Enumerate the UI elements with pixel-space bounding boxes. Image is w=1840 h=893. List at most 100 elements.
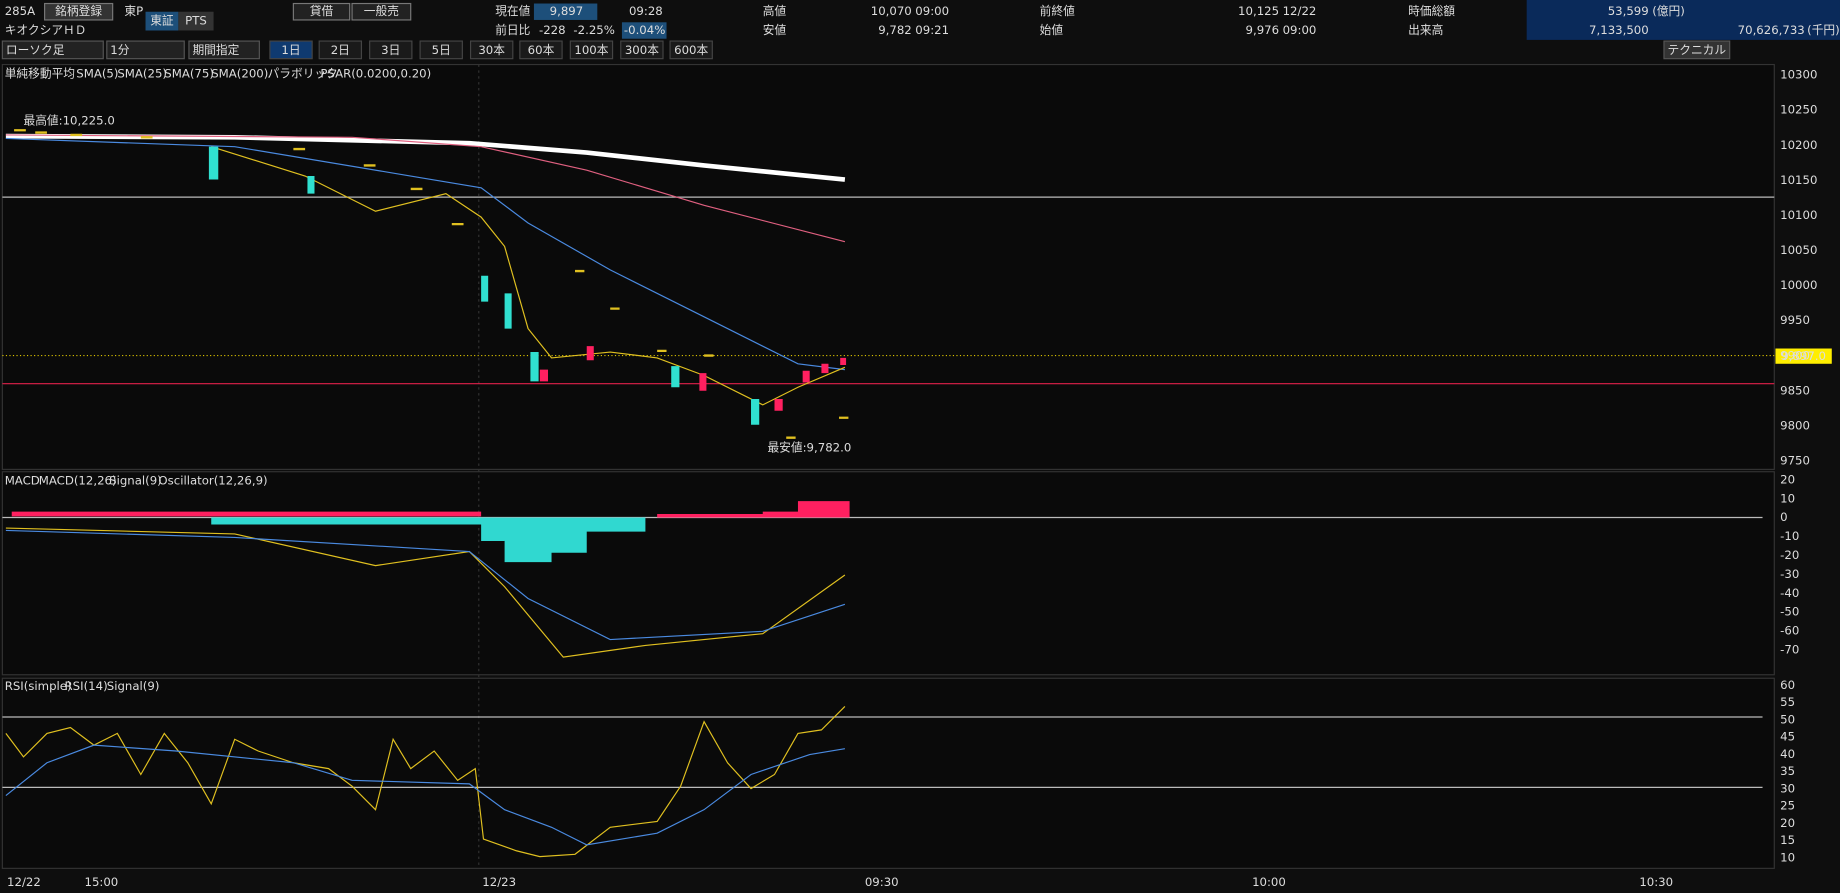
axis-label: -20 bbox=[1780, 548, 1799, 562]
short-btn[interactable] bbox=[351, 2, 412, 21]
axis-label: 50 bbox=[1780, 712, 1795, 726]
label: (千円) bbox=[1807, 23, 1840, 37]
legend-item: SMA(75) bbox=[164, 66, 214, 80]
interval-select[interactable] bbox=[106, 40, 185, 60]
label: 09:00 bbox=[1283, 23, 1317, 37]
legend-item: Signal(9) bbox=[107, 679, 160, 693]
range-btn[interactable] bbox=[519, 40, 563, 60]
label: 09:21 bbox=[915, 23, 949, 37]
label: 9,897 bbox=[550, 4, 584, 18]
range-btn[interactable] bbox=[419, 40, 463, 60]
legend-item: 単純移動平均 bbox=[5, 66, 75, 80]
time-label: 10:30 bbox=[1639, 875, 1673, 889]
legend-item: RSI(14) bbox=[65, 679, 108, 693]
range-btn[interactable] bbox=[269, 40, 313, 60]
time-label: 15:00 bbox=[84, 875, 118, 889]
axis-label: -40 bbox=[1780, 586, 1799, 600]
label: 最高値:10,225.0 bbox=[23, 113, 114, 127]
axis-label: -10 bbox=[1780, 529, 1799, 543]
label: テクニカル bbox=[1668, 43, 1727, 57]
axis-label: 10250 bbox=[1780, 103, 1817, 117]
label: 09:00 bbox=[915, 4, 949, 18]
label: 貸借 bbox=[310, 4, 334, 18]
legend-item: Signal(9) bbox=[109, 474, 162, 488]
label: -0.04% bbox=[624, 23, 665, 37]
technical-btn[interactable] bbox=[1663, 40, 1731, 60]
range-label: 1日 bbox=[281, 43, 300, 57]
axis-label: 9800 bbox=[1780, 418, 1810, 432]
legend-item: Oscillator(12,26,9) bbox=[158, 474, 267, 488]
range-btn[interactable] bbox=[369, 40, 413, 60]
lending-btn[interactable] bbox=[292, 2, 351, 21]
legend-item: MACD bbox=[5, 474, 40, 488]
range-btn[interactable] bbox=[620, 40, 664, 60]
tab-tse[interactable] bbox=[145, 11, 179, 31]
axis-label: 10 bbox=[1780, 850, 1795, 864]
label: キオクシアＨＤ bbox=[5, 23, 87, 37]
axis-label: 35 bbox=[1780, 764, 1795, 778]
axis-label: 45 bbox=[1780, 730, 1795, 744]
type-select[interactable] bbox=[1, 40, 104, 60]
label: 始値 bbox=[1040, 23, 1064, 37]
axis-label: 60 bbox=[1780, 678, 1795, 692]
axis-label: 55 bbox=[1780, 695, 1795, 709]
label: (億円) bbox=[1652, 4, 1685, 18]
macd-panel bbox=[1, 471, 1775, 676]
sma75 bbox=[5, 134, 846, 243]
label: -2.25% bbox=[573, 23, 614, 37]
axis-label: 10300 bbox=[1780, 68, 1817, 82]
register-btn[interactable] bbox=[44, 2, 114, 21]
legend-item: RSI(simple) bbox=[5, 679, 72, 693]
legend-item: パラボリック bbox=[268, 66, 338, 80]
sma200 bbox=[5, 133, 846, 182]
axis-label: 9750 bbox=[1780, 454, 1810, 468]
label: 09:28 bbox=[629, 4, 663, 18]
label: 7,133,500 bbox=[1589, 23, 1649, 37]
time-label: 12/22 bbox=[7, 875, 41, 889]
time-label: 12/23 bbox=[482, 875, 516, 889]
range-label: 5日 bbox=[432, 43, 451, 57]
label: 期間指定 bbox=[192, 43, 239, 57]
label: 10,125 bbox=[1238, 4, 1279, 18]
label: 285A bbox=[5, 4, 35, 18]
legend-item: PSAR(0.0200,0.20) bbox=[320, 66, 431, 80]
range-btn[interactable] bbox=[318, 40, 363, 60]
legend-item: SMA(5) bbox=[76, 66, 118, 80]
legend-item: SMA(25) bbox=[117, 66, 167, 80]
tab-pts[interactable] bbox=[178, 11, 214, 31]
axis-label: -50 bbox=[1780, 605, 1799, 619]
range-label: 300本 bbox=[625, 43, 659, 57]
axis-label: 40 bbox=[1780, 747, 1795, 761]
label: 10,070 bbox=[871, 4, 912, 18]
range-btn[interactable] bbox=[669, 40, 713, 60]
extra-box bbox=[621, 22, 667, 39]
label: 12/22 bbox=[1283, 4, 1317, 18]
period-select[interactable] bbox=[188, 40, 260, 60]
label: 一般売 bbox=[364, 4, 399, 18]
osc-positive bbox=[11, 501, 850, 518]
legend-item: MACD(12,26) bbox=[39, 474, 117, 488]
label: PTS bbox=[185, 14, 207, 28]
axis-label: 10000 bbox=[1780, 278, 1817, 292]
axis-label: 9850 bbox=[1780, 383, 1810, 397]
range-btn[interactable] bbox=[469, 40, 514, 60]
time-label: 09:30 bbox=[865, 875, 899, 889]
range-btn[interactable] bbox=[569, 40, 614, 60]
label: 高値 bbox=[763, 4, 787, 18]
time-label: 10:00 bbox=[1252, 875, 1286, 889]
label: 出来高 bbox=[1408, 23, 1443, 37]
axis-label: -70 bbox=[1780, 642, 1799, 656]
label: 前日比 bbox=[495, 23, 530, 37]
rsi-signal bbox=[5, 744, 845, 846]
label: 9,782 bbox=[878, 23, 912, 37]
label: 70,626,733 bbox=[1738, 23, 1805, 37]
axis-label: -60 bbox=[1780, 624, 1799, 638]
cap-box bbox=[1526, 0, 1840, 40]
axis-label: -30 bbox=[1780, 567, 1799, 581]
range-label: 2日 bbox=[331, 43, 350, 57]
label: 前終値 bbox=[1040, 4, 1075, 18]
axis-label: 0 bbox=[1780, 510, 1787, 524]
price-panel bbox=[1, 63, 1775, 470]
